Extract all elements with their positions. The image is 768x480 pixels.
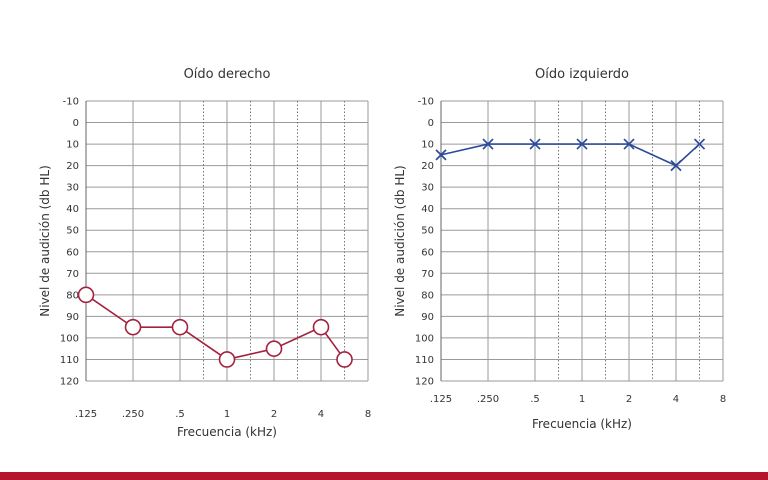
data-point-x (576, 138, 588, 150)
y-tick-label: 60 (66, 247, 79, 258)
x-tick-label: .5 (175, 409, 185, 420)
right-ear-audiogram: Oído derecho -10 0 10 20 30 40 50 60 70 80 90 100 110… (38, 67, 371, 439)
y-tick-label: 50 (421, 226, 434, 237)
y-tick-label: 0 (428, 118, 434, 129)
left-ear-audiogram: Oído izquierdo -10 0 10 20 30 40 50 60 70 80 90 100 1… (393, 67, 726, 431)
data-point-x (623, 138, 635, 150)
y-tick-label: 40 (66, 204, 79, 215)
data-point-x (529, 138, 541, 150)
bottom-accent-bar (0, 472, 768, 480)
y-tick-label: 80 (421, 290, 434, 301)
y-tick-label: 120 (60, 377, 79, 388)
data-point-x (693, 138, 706, 150)
chart-title: Oído izquierdo (535, 67, 629, 82)
x-tick-label: 4 (318, 409, 324, 420)
y-tick-label: 20 (66, 161, 79, 172)
y-tick-label: 60 (421, 247, 434, 258)
x-tick-label: 8 (365, 409, 371, 420)
x-tick-label: 2 (271, 409, 277, 420)
chart-title: Oído derecho (184, 67, 271, 82)
y-tick-label: 90 (421, 312, 434, 323)
data-point-circle (171, 318, 189, 336)
y-tick-label: 10 (421, 140, 434, 151)
x-tick-label: .250 (122, 409, 144, 420)
y-tick-label: 0 (73, 118, 79, 129)
y-tick-label: 100 (415, 333, 434, 344)
x-tick-label: 8 (720, 394, 726, 405)
y-axis-label: Nivel de audición (db HL) (393, 165, 407, 316)
y-tick-label: 110 (60, 355, 79, 366)
x-axis-label: Frecuencia (kHz) (177, 425, 277, 439)
y-tick-label: 20 (421, 161, 434, 172)
y-tick-label: -10 (418, 97, 434, 108)
data-point-circle (312, 318, 330, 336)
data-point-circle (124, 318, 142, 336)
data-point-x (435, 149, 447, 161)
data-point-x (670, 160, 682, 172)
y-tick-label: 30 (421, 183, 434, 194)
x-tick-label: 1 (579, 394, 585, 405)
y-tick-label: -10 (63, 97, 79, 108)
data-point-x (482, 138, 494, 150)
y-tick-label: 10 (66, 140, 79, 151)
data-point-circle (77, 286, 95, 304)
y-tick-label: 70 (421, 269, 434, 280)
x-tick-label: .250 (477, 394, 499, 405)
y-tick-label: 120 (415, 377, 434, 388)
y-tick-label: 80 (66, 290, 79, 301)
y-tick-label: 90 (66, 312, 79, 323)
data-point-circle (336, 351, 353, 368)
data-point-circle (265, 340, 283, 357)
data-point-circle (218, 351, 236, 368)
series-line (440, 143, 701, 167)
x-axis-label: Frecuencia (kHz) (532, 417, 632, 431)
y-tick-label: 70 (66, 269, 79, 280)
y-tick-label: 50 (66, 226, 79, 237)
y-axis-label: Nivel de audición (db HL) (38, 165, 52, 316)
y-tick-label: 110 (415, 355, 434, 366)
x-tick-label: .125 (75, 409, 97, 420)
y-tick-label: 100 (60, 333, 79, 344)
x-tick-label: .125 (430, 394, 452, 405)
y-tick-label: 30 (66, 183, 79, 194)
x-tick-label: 1 (224, 409, 230, 420)
y-tick-label: 40 (421, 204, 434, 215)
x-tick-label: 2 (626, 394, 632, 405)
x-tick-label: .5 (530, 394, 540, 405)
x-tick-label: 4 (673, 394, 679, 405)
